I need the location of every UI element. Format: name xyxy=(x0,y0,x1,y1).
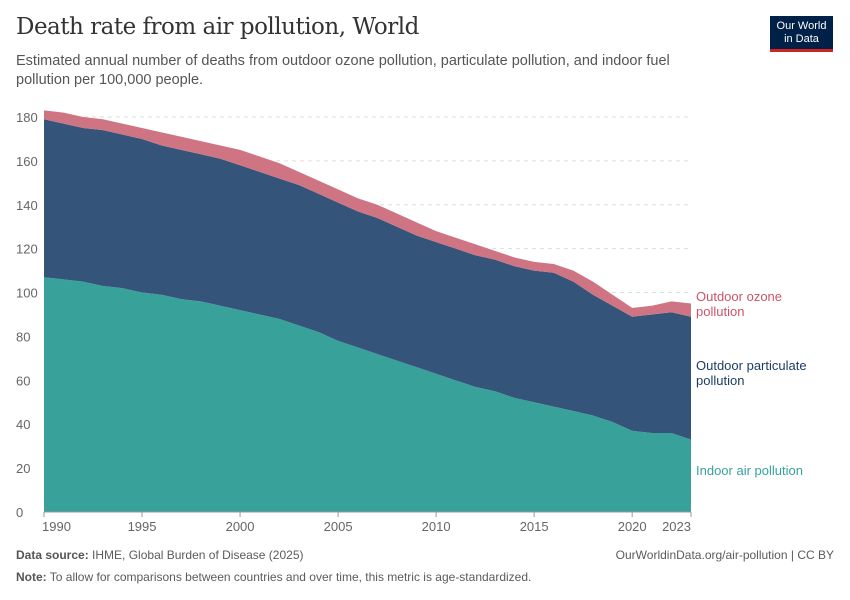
area-chart: 0 20 40 60 80 100 120 140 160 180 1990 1995 2000 2005… xyxy=(16,110,807,534)
x-tick-label: 2010 xyxy=(422,519,451,534)
area-outdoor-particulate-pollution xyxy=(44,119,691,440)
area-outdoor-ozone-pollution xyxy=(44,110,691,317)
x-tick-label: 1990 xyxy=(42,519,71,534)
x-tick-label: 1995 xyxy=(128,519,157,534)
source-link[interactable]: OurWorldinData.org/air-pollution | CC BY xyxy=(615,548,834,562)
x-tick-label: 2000 xyxy=(226,519,255,534)
y-tick-label: 20 xyxy=(16,461,30,476)
chart-title: Death rate from air pollution, World xyxy=(16,14,419,40)
chart-subtitle: Estimated annual number of deaths from o… xyxy=(16,53,670,88)
y-tick-label: 40 xyxy=(16,417,30,432)
area-indoor-air-pollution xyxy=(44,277,691,512)
y-tick-label: 160 xyxy=(16,154,38,169)
y-tick-label: 60 xyxy=(16,373,30,388)
legend-label: Outdoor particulate pollution xyxy=(696,358,807,388)
x-tick-label: 2020 xyxy=(618,519,647,534)
owid-logo[interactable]: Our World in Data xyxy=(770,16,833,52)
data-source: Data source: IHME, Global Burden of Dise… xyxy=(16,548,304,562)
y-tick-label: 120 xyxy=(16,242,38,257)
x-tick-label: 2015 xyxy=(520,519,549,534)
y-tick-label: 80 xyxy=(16,329,30,344)
y-tick-label: 100 xyxy=(16,286,38,301)
x-tick-label: 2005 xyxy=(324,519,353,534)
legend-label: Outdoor ozone pollution xyxy=(696,289,782,319)
x-tick-label: 2023 xyxy=(662,519,691,534)
y-tick-label: 140 xyxy=(16,198,38,213)
note: Note: To allow for comparisons between c… xyxy=(16,570,532,584)
y-tick-label: 180 xyxy=(16,110,38,125)
y-tick-label: 0 xyxy=(16,505,23,520)
legend-label: Indoor air pollution xyxy=(696,463,803,478)
